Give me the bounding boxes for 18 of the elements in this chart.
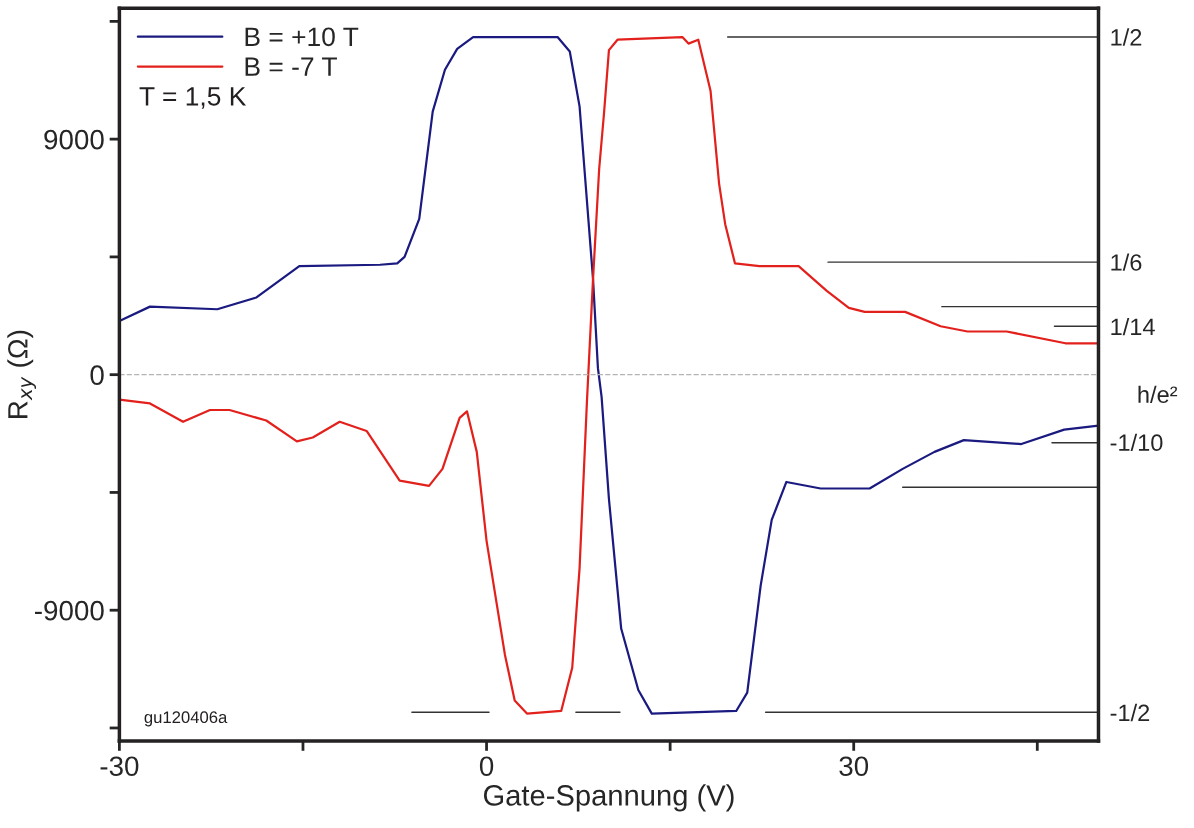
- y2-axis-title: h/e²: [1138, 385, 1178, 403]
- x-axis-title: Gate-Spannung (V): [483, 784, 734, 812]
- legend-label: B = -7 T: [245, 57, 337, 76]
- x-tick-label: 0: [479, 756, 494, 777]
- y2-tick-label: 1/14: [1111, 317, 1155, 336]
- y2-tick-label: 1/6: [1111, 253, 1142, 271]
- y-tick-label: -9000: [35, 600, 104, 621]
- x-tick-label: 30: [839, 756, 869, 777]
- legend-label: B = +10 T: [245, 27, 359, 47]
- y-tick-label: 9000: [44, 129, 104, 150]
- x-tick-label: -30: [100, 756, 139, 777]
- y-axis-title: R$_{xy}$ (Ω): [7, 330, 37, 418]
- y2-tick-label: -1/10: [1110, 433, 1163, 452]
- y2-tick-label: 1/2: [1111, 28, 1142, 46]
- annotation: gu120406a: [144, 711, 228, 727]
- annotation: T = 1,5 K: [139, 87, 247, 109]
- y-tick-label: 0: [90, 365, 104, 386]
- y2-tick-label: -1/2: [1110, 703, 1150, 722]
